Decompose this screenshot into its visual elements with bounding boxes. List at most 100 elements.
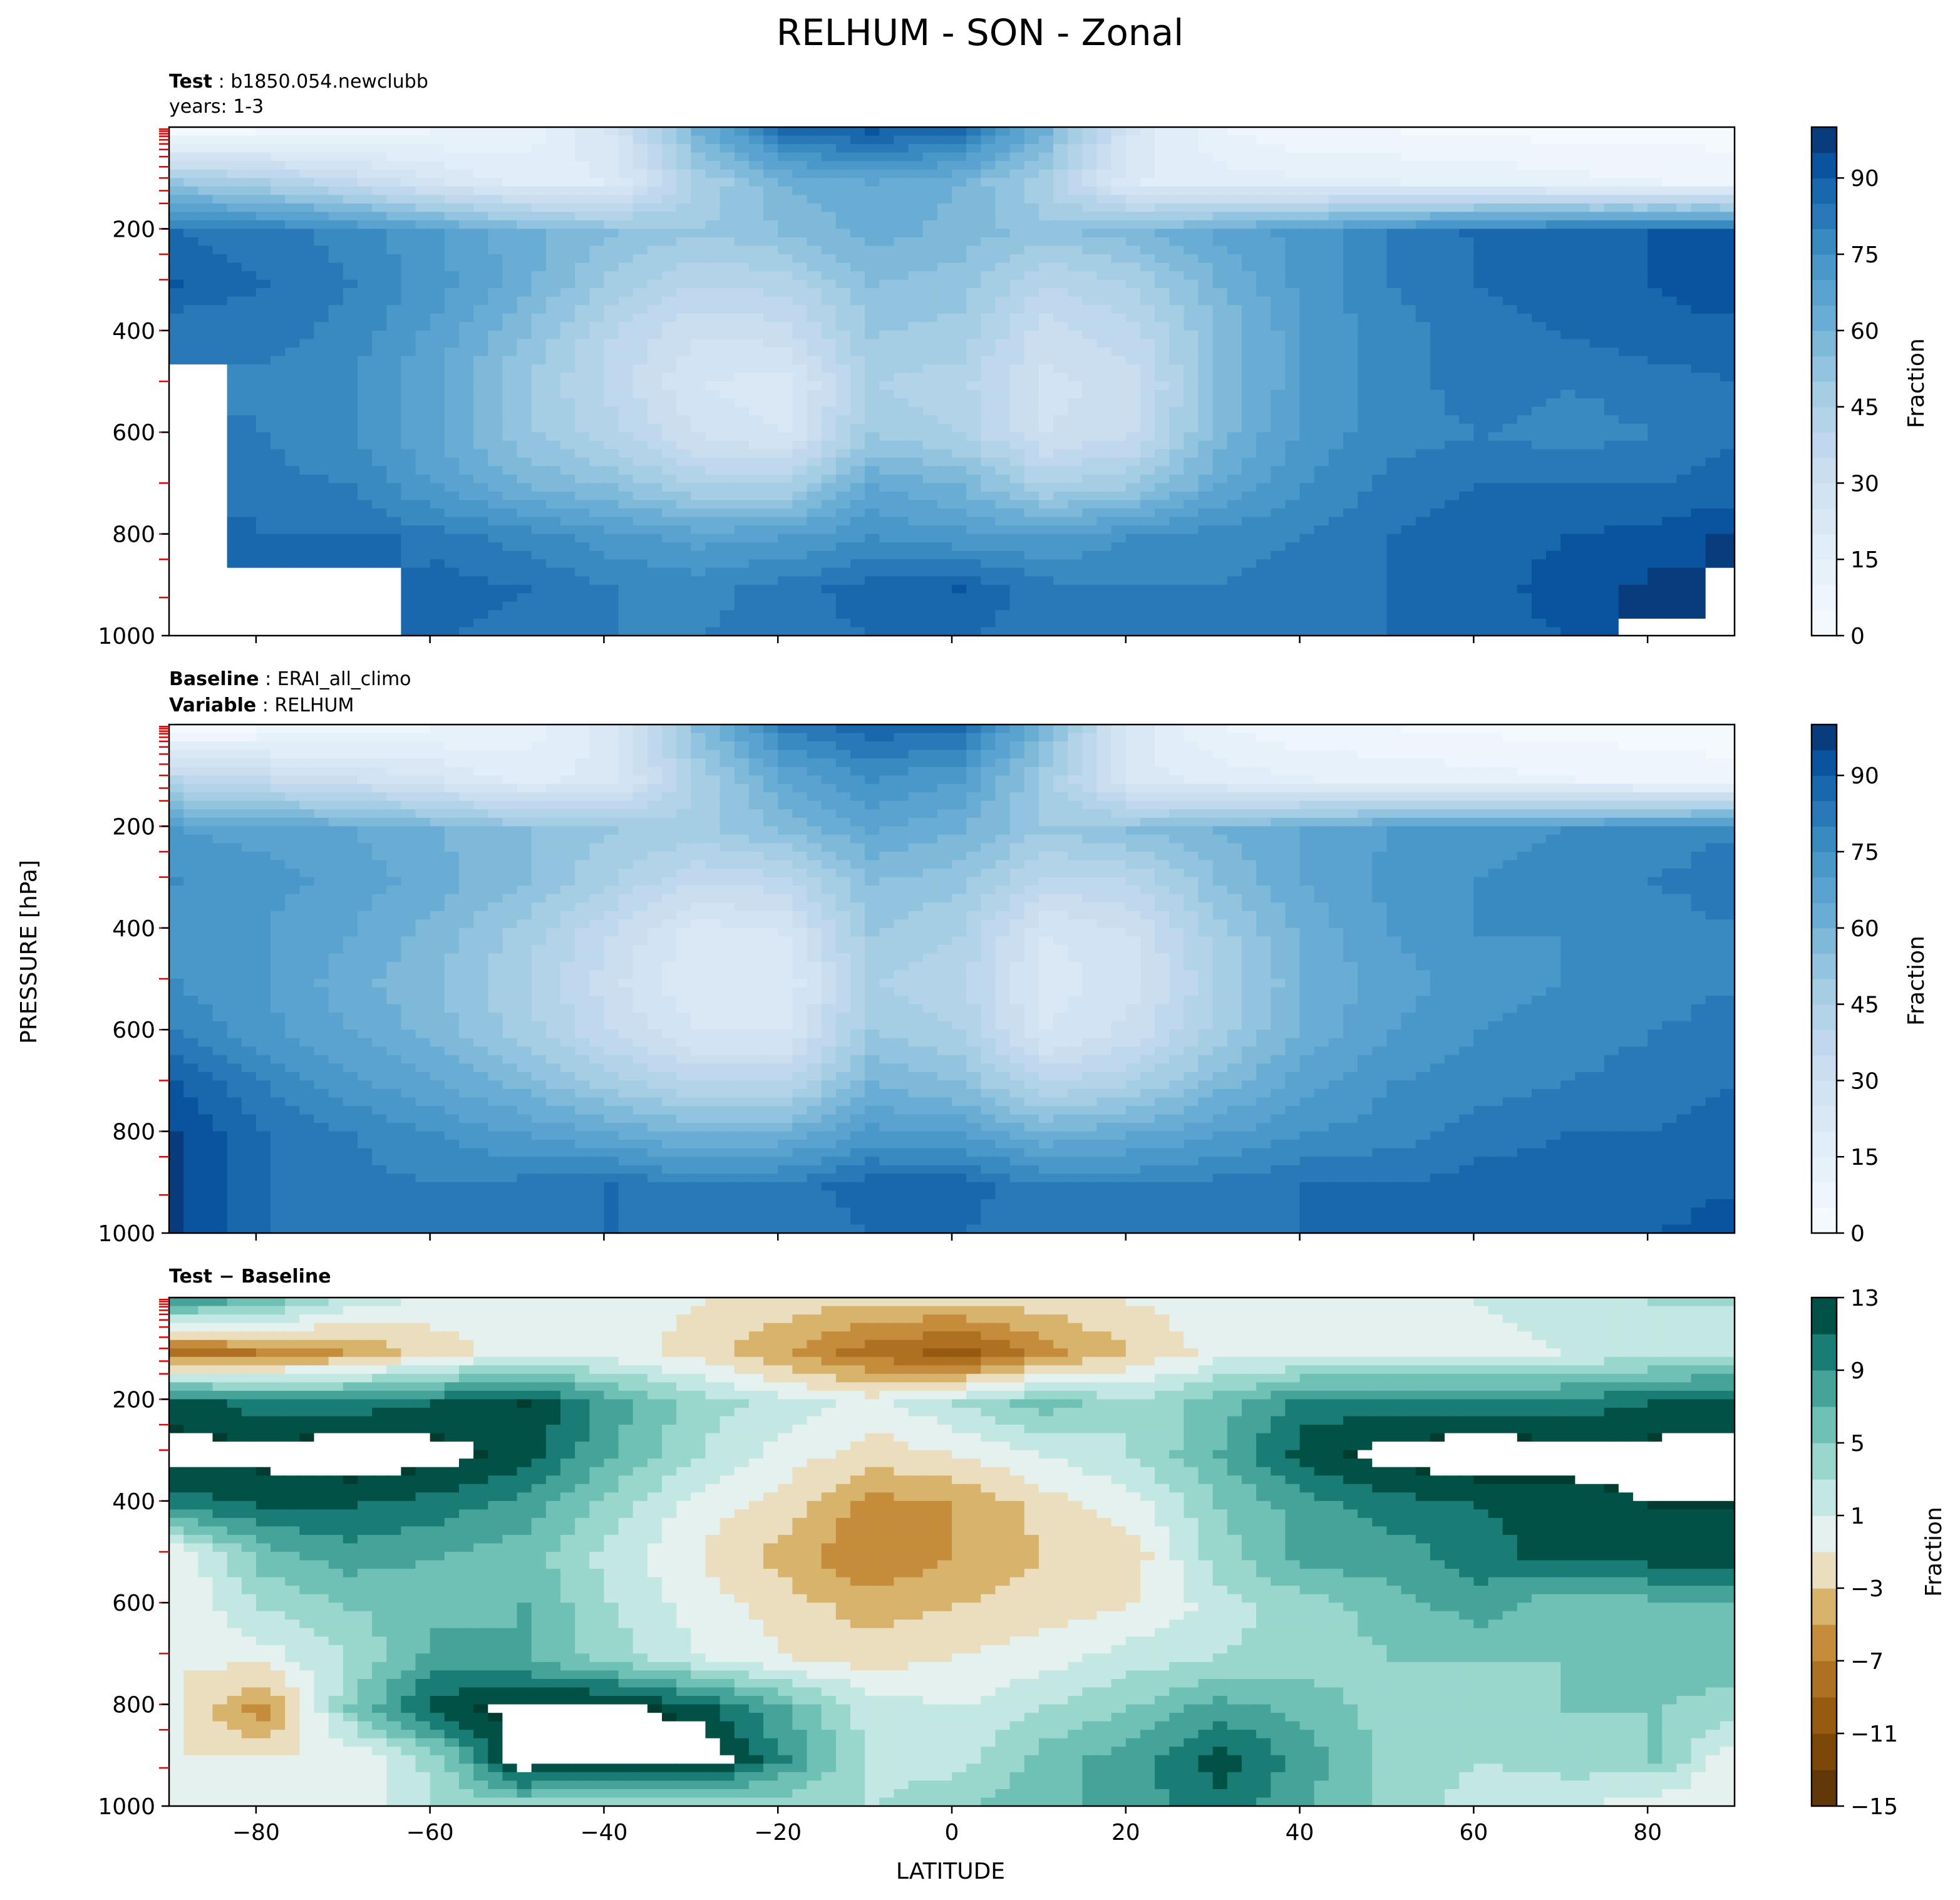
heatmap-cell bbox=[835, 356, 851, 365]
heatmap-cell bbox=[1111, 474, 1127, 484]
heatmap-cell bbox=[1415, 390, 1431, 399]
heatmap-cell bbox=[328, 245, 344, 255]
heatmap-cell bbox=[632, 296, 648, 306]
heatmap-cell bbox=[517, 220, 532, 230]
heatmap-cell bbox=[850, 339, 865, 348]
heatmap-cell bbox=[1053, 169, 1068, 178]
heatmap-cell bbox=[792, 186, 808, 196]
heatmap-cell bbox=[748, 466, 764, 475]
heatmap-cell bbox=[734, 373, 750, 382]
heatmap-cell bbox=[952, 509, 967, 518]
heatmap-cell bbox=[1009, 245, 1025, 255]
heatmap-cell bbox=[415, 398, 431, 408]
heatmap-cell bbox=[227, 279, 242, 289]
heatmap-cell bbox=[807, 254, 822, 264]
heatmap-cell bbox=[1430, 347, 1445, 357]
heatmap-cell bbox=[662, 186, 677, 196]
heatmap-cell bbox=[1560, 161, 1576, 170]
heatmap-cell bbox=[575, 381, 591, 391]
heatmap-cell bbox=[1343, 457, 1358, 467]
heatmap-cell bbox=[1169, 262, 1185, 272]
heatmap-cell bbox=[1068, 169, 1083, 178]
heatmap-cell bbox=[981, 161, 996, 170]
heatmap-cell bbox=[1488, 432, 1504, 441]
heatmap-cell bbox=[1082, 127, 1098, 137]
heatmap-cell bbox=[1662, 169, 1678, 178]
heatmap-cell bbox=[937, 364, 952, 374]
heatmap-cell bbox=[1155, 245, 1170, 255]
heatmap-cell bbox=[255, 347, 271, 357]
heatmap-cell bbox=[748, 347, 764, 357]
heatmap-cell bbox=[1169, 203, 1185, 213]
heatmap-cell bbox=[618, 237, 634, 247]
heatmap-cell bbox=[1358, 373, 1373, 382]
heatmap-cell bbox=[1009, 440, 1025, 450]
heatmap-cell bbox=[1430, 229, 1445, 238]
heatmap-cell bbox=[1445, 152, 1460, 162]
heatmap-cell bbox=[343, 440, 358, 450]
heatmap-cell bbox=[952, 279, 967, 289]
heatmap-cell bbox=[1227, 186, 1242, 196]
heatmap-cell bbox=[995, 491, 1011, 501]
heatmap-cell bbox=[255, 381, 271, 391]
heatmap-cell bbox=[198, 313, 214, 323]
heatmap-cell bbox=[502, 457, 518, 467]
heatmap-cell bbox=[183, 169, 199, 178]
heatmap-cell bbox=[1589, 466, 1605, 475]
heatmap-cell bbox=[458, 229, 474, 238]
heatmap-cell bbox=[1038, 245, 1054, 255]
heatmap-cell bbox=[1096, 313, 1112, 323]
heatmap-cell bbox=[517, 305, 532, 314]
heatmap-cell bbox=[575, 169, 591, 178]
heatmap-cell bbox=[1720, 500, 1735, 509]
heatmap-cell bbox=[647, 229, 663, 238]
heatmap-cell bbox=[1096, 483, 1112, 492]
heatmap-cell bbox=[517, 415, 532, 425]
heatmap-cell bbox=[865, 144, 880, 153]
heatmap-cell bbox=[198, 474, 214, 484]
heatmap-cell bbox=[1096, 271, 1112, 281]
heatmap-cell bbox=[386, 373, 402, 382]
heatmap-cell bbox=[372, 220, 388, 230]
heatmap-cell bbox=[430, 406, 445, 416]
heatmap-cell bbox=[1212, 237, 1228, 247]
heatmap-cell bbox=[372, 423, 388, 433]
heatmap-cell bbox=[720, 432, 735, 441]
heatmap-cell bbox=[676, 262, 692, 272]
heatmap-cell bbox=[241, 220, 257, 230]
heatmap-cell bbox=[473, 364, 489, 374]
heatmap-cell bbox=[1038, 457, 1054, 467]
heatmap-cell bbox=[922, 364, 938, 374]
heatmap-cell bbox=[1285, 203, 1301, 213]
heatmap-cell bbox=[894, 229, 909, 238]
heatmap-cell bbox=[1589, 271, 1605, 281]
heatmap-cell bbox=[604, 483, 619, 492]
heatmap-cell bbox=[676, 296, 692, 306]
heatmap-cell bbox=[995, 398, 1011, 408]
heatmap-cell bbox=[1299, 406, 1315, 416]
heatmap-cell bbox=[1473, 373, 1489, 382]
heatmap-cell bbox=[545, 262, 561, 272]
heatmap-cell bbox=[372, 178, 388, 187]
heatmap-cell bbox=[1459, 398, 1475, 408]
heatmap-cell bbox=[517, 254, 532, 264]
heatmap-cell bbox=[1386, 220, 1402, 230]
heatmap-cell bbox=[1676, 381, 1692, 391]
heatmap-cell bbox=[1212, 449, 1228, 458]
heatmap-cell bbox=[1691, 313, 1706, 323]
heatmap-cell bbox=[850, 483, 865, 492]
heatmap-cell bbox=[1053, 500, 1068, 509]
heatmap-cell bbox=[1256, 144, 1272, 153]
heatmap-cell bbox=[821, 186, 837, 196]
heatmap-cell bbox=[415, 262, 431, 272]
panel-test-header-text-2: years: 1-3 bbox=[169, 96, 264, 118]
heatmap-cell bbox=[1648, 356, 1663, 365]
heatmap-cell bbox=[632, 381, 648, 391]
heatmap-cell bbox=[328, 169, 344, 178]
heatmap-cell bbox=[1038, 296, 1054, 306]
heatmap-cell bbox=[1386, 356, 1402, 365]
heatmap-cell bbox=[1328, 500, 1344, 509]
heatmap-cell bbox=[299, 509, 315, 518]
heatmap-cell bbox=[1111, 169, 1127, 178]
heatmap-cell bbox=[502, 186, 518, 196]
